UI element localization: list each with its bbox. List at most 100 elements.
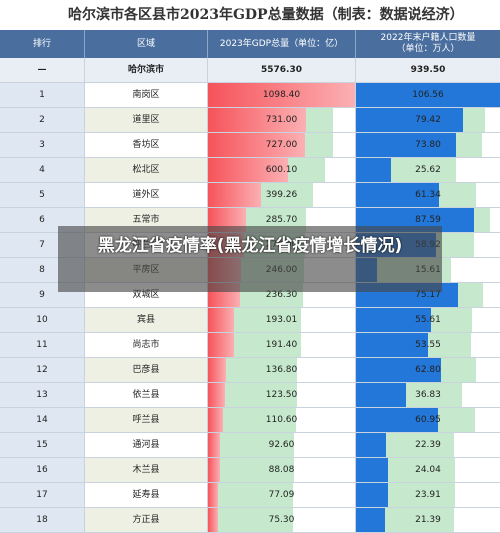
table-header: 排行 区域 2023年GDP总量（单位：亿） 2022年末户籍人口数量 （单位：… (0, 30, 500, 58)
rank-cell: 1 (0, 83, 85, 107)
pop-bar-remainder (406, 383, 462, 407)
rank-cell: 13 (0, 383, 85, 407)
header-pop: 2022年末户籍人口数量 （单位：万人） (356, 30, 500, 58)
area-cell: 道里区 (85, 108, 208, 132)
pop-cell: 25.62 (356, 158, 500, 182)
pop-cell: 60.95 (356, 408, 500, 432)
gdp-bar (208, 383, 225, 407)
gdp-bar (208, 133, 305, 157)
total-gdp: 5576.30 (208, 58, 356, 82)
gdp-bar (208, 433, 220, 457)
gdp-bar (208, 183, 261, 207)
pop-bar-remainder (456, 133, 482, 157)
gdp-cell: 75.30 (208, 508, 356, 532)
pop-bar-remainder (391, 158, 456, 182)
gdp-value: 731.00 (265, 115, 298, 125)
pop-value: 36.83 (415, 390, 441, 400)
pop-bar (356, 483, 388, 507)
pop-value: 25.62 (415, 165, 441, 175)
pop-bar (356, 83, 500, 107)
total-row: — 哈尔滨市 5576.30 939.50 (0, 58, 500, 83)
gdp-bar (208, 458, 220, 482)
pop-cell: 21.39 (356, 508, 500, 532)
area-cell: 延寿县 (85, 483, 208, 507)
header-gdp: 2023年GDP总量（单位：亿） (208, 30, 356, 58)
pop-cell: 36.83 (356, 383, 500, 407)
pop-bar (356, 108, 463, 132)
pop-cell: 62.80 (356, 358, 500, 382)
page-title: 哈尔滨市各区县市2023年GDP总量数据（制表：数据说经济） (0, 0, 500, 30)
pop-cell: 24.04 (356, 458, 500, 482)
header-pop-line2: （单位：万人） (396, 44, 460, 54)
pop-value: 61.34 (415, 190, 441, 200)
gdp-value: 191.40 (265, 340, 298, 350)
pop-bar-remainder (438, 408, 475, 432)
gdp-bar-remainder (306, 108, 333, 132)
gdp-cell: 1098.40 (208, 83, 356, 107)
area-cell: 松北区 (85, 158, 208, 182)
pop-value: 75.17 (415, 290, 441, 300)
gdp-value: 77.09 (268, 490, 295, 500)
area-cell: 呼兰县 (85, 408, 208, 432)
table-row: 2 道里区 731.00 79.42 (0, 108, 500, 133)
area-cell: 尚志市 (85, 333, 208, 357)
pop-bar-remainder (458, 283, 483, 307)
gdp-bar-remainder (220, 433, 294, 457)
gdp-value: 285.70 (265, 215, 298, 225)
rank-cell: 15 (0, 433, 85, 457)
gdp-value: 88.08 (268, 465, 295, 475)
rank-cell: 4 (0, 158, 85, 182)
gdp-value: 92.60 (268, 440, 295, 450)
pop-value: 87.59 (415, 215, 441, 225)
gdp-bar-remainder (226, 358, 297, 382)
area-cell: 道外区 (85, 183, 208, 207)
area-cell: 巴彦县 (85, 358, 208, 382)
gdp-bar-remainder (225, 383, 297, 407)
pop-value: 23.91 (415, 490, 441, 500)
rank-cell: 11 (0, 333, 85, 357)
gdp-bar (208, 333, 234, 357)
gdp-bar (208, 408, 223, 432)
gdp-cell: 399.26 (208, 183, 356, 207)
gdp-bar-remainder (234, 333, 301, 357)
pop-value: 21.39 (415, 515, 441, 525)
rank-cell: 17 (0, 483, 85, 507)
gdp-bar-remainder (218, 483, 293, 507)
table-row: 14 呼兰县 110.60 60.95 (0, 408, 500, 433)
pop-value: 79.42 (415, 115, 441, 125)
gdp-cell: 77.09 (208, 483, 356, 507)
gdp-cell: 123.50 (208, 383, 356, 407)
rank-cell: 5 (0, 183, 85, 207)
pop-cell: 53.55 (356, 333, 500, 357)
gdp-bar-remainder (220, 458, 294, 482)
gdp-bar (208, 358, 226, 382)
pop-bar (356, 383, 406, 407)
total-area: 哈尔滨市 (85, 58, 208, 82)
rank-cell: 2 (0, 108, 85, 132)
gdp-cell: 193.01 (208, 308, 356, 332)
pop-value: 60.95 (415, 415, 441, 425)
gdp-cell: 92.60 (208, 433, 356, 457)
pop-cell: 23.91 (356, 483, 500, 507)
table-row: 18 方正县 75.30 21.39 (0, 508, 500, 533)
pop-bar (356, 183, 439, 207)
pop-cell: 55.61 (356, 308, 500, 332)
gdp-cell: 727.00 (208, 133, 356, 157)
pop-bar-remainder (474, 208, 490, 232)
table-row: 4 松北区 600.10 25.62 (0, 158, 500, 183)
gdp-value: 236.30 (265, 290, 298, 300)
gdp-bar-remainder (234, 308, 301, 332)
table-row: 3 香坊区 727.00 73.80 (0, 133, 500, 158)
rank-cell: 16 (0, 458, 85, 482)
rank-cell: 12 (0, 358, 85, 382)
gdp-bar-remainder (261, 183, 313, 207)
gdp-bar-remainder (288, 158, 325, 182)
gdp-bar (208, 158, 288, 182)
pop-bar (356, 433, 386, 457)
pop-bar-remainder (388, 483, 455, 507)
gdp-bar (208, 83, 355, 107)
header-area: 区域 (85, 30, 208, 58)
pop-value: 55.61 (415, 315, 441, 325)
area-cell: 方正县 (85, 508, 208, 532)
pop-cell: 22.39 (356, 433, 500, 457)
